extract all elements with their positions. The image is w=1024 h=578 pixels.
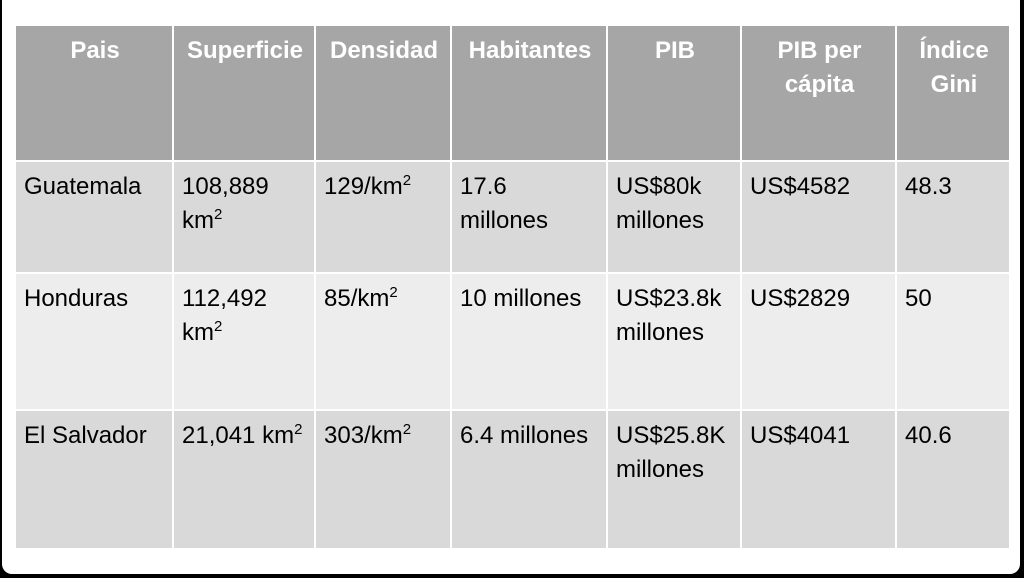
table-row: El Salvador 21,041 km2 303/km2 6.4 millo… xyxy=(14,409,1011,550)
cell-habitantes: 10 millones xyxy=(450,272,608,411)
cell-gini: 50 xyxy=(895,272,1011,411)
cell-pais: Guatemala xyxy=(14,160,174,274)
densidad-exponent: 2 xyxy=(402,421,412,438)
superficie-value: 112,492 km xyxy=(182,285,267,346)
cell-gini: 40.6 xyxy=(895,409,1011,550)
cell-pib: US$80k millones xyxy=(606,160,742,274)
header-habitantes: Habitantes xyxy=(450,24,608,162)
header-pib-per-capita: PIB per cápita xyxy=(740,24,897,162)
superficie-value: 108,889 km xyxy=(182,173,269,234)
header-indice-gini: Índice Gini xyxy=(895,24,1011,162)
cell-pib-per-capita: US$4041 xyxy=(740,409,897,550)
header-densidad: Densidad xyxy=(314,24,452,162)
superficie-exponent: 2 xyxy=(214,318,223,335)
cell-pais: El Salvador xyxy=(14,409,174,550)
cell-densidad: 129/km2 xyxy=(314,160,452,274)
table-row: Honduras 112,492 km2 85/km2 10 millones … xyxy=(14,272,1011,411)
cell-pais: Honduras xyxy=(14,272,174,411)
superficie-value: 21,041 km xyxy=(182,422,295,449)
cell-superficie: 21,041 km2 xyxy=(172,409,316,550)
cell-densidad: 303/km2 xyxy=(314,409,452,550)
header-superficie: Superficie xyxy=(172,24,316,162)
cell-superficie: 108,889 km2 xyxy=(172,160,316,274)
cell-densidad: 85/km2 xyxy=(314,272,452,411)
cell-pib: US$23.8k millones xyxy=(606,272,742,411)
densidad-exponent: 2 xyxy=(402,172,412,189)
superficie-exponent: 2 xyxy=(294,421,303,438)
densidad-value: 85/km xyxy=(324,285,390,312)
cell-gini: 48.3 xyxy=(895,160,1011,274)
cell-pib-per-capita: US$4582 xyxy=(740,160,897,274)
densidad-value: 129/km xyxy=(324,173,403,200)
cell-habitantes: 17.6 millones xyxy=(450,160,608,274)
header-pib: PIB xyxy=(606,24,742,162)
cell-pib-per-capita: US$2829 xyxy=(740,272,897,411)
superficie-exponent: 2 xyxy=(214,206,223,223)
cell-superficie: 112,492 km2 xyxy=(172,272,316,411)
header-pais: Pais xyxy=(14,24,174,162)
table-row: Guatemala 108,889 km2 129/km2 17.6 millo… xyxy=(14,160,1011,274)
densidad-exponent: 2 xyxy=(389,284,398,301)
header-row: Pais Superficie Densidad Habitantes PIB … xyxy=(14,24,1011,162)
country-data-table: Pais Superficie Densidad Habitantes PIB … xyxy=(14,24,1011,550)
cell-habitantes: 6.4 millones xyxy=(450,409,608,550)
cell-pib: US$25.8K millones xyxy=(606,409,742,550)
densidad-value: 303/km xyxy=(324,422,403,449)
